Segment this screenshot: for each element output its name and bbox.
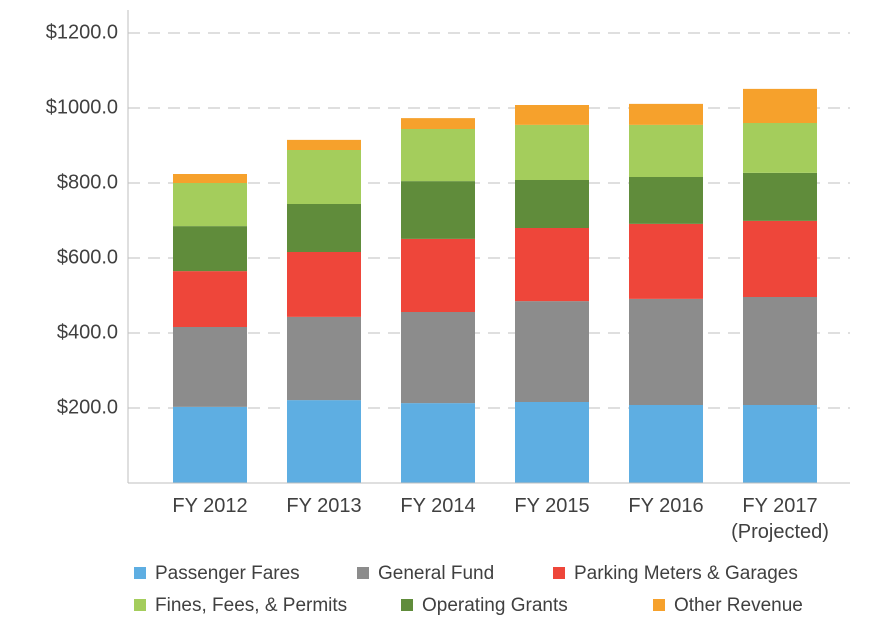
- legend-swatch: [134, 567, 146, 579]
- bar-segment: [629, 223, 703, 299]
- bar-segment: [515, 301, 589, 402]
- y-tick-label: $200.0: [57, 396, 118, 418]
- y-tick-label: $800.0: [57, 171, 118, 193]
- bar-segment: [173, 271, 247, 327]
- bar-segment: [743, 297, 817, 405]
- bar-segment: [287, 400, 361, 483]
- x-tick-label: FY 2016: [628, 495, 704, 517]
- bar-segment: [629, 405, 703, 483]
- bar-segment: [401, 129, 475, 182]
- legend-label: Fines, Fees, & Permits: [155, 595, 347, 616]
- legend-swatch: [653, 599, 665, 611]
- bar-segment: [629, 298, 703, 405]
- bar-segment: [515, 105, 589, 125]
- bar-segment: [287, 139, 361, 150]
- bar-segment: [629, 124, 703, 177]
- bar-segment: [743, 405, 817, 483]
- x-tick-label: FY 2014: [400, 495, 476, 517]
- bar-segment: [743, 123, 817, 173]
- bar-segment: [287, 316, 361, 401]
- bar-segment: [401, 238, 475, 312]
- y-tick-label: $400.0: [57, 321, 118, 343]
- bar-segment: [629, 103, 703, 125]
- bar-segment: [743, 172, 817, 221]
- bar-segment: [515, 124, 589, 180]
- bar-segment: [287, 252, 361, 317]
- bar-segment: [743, 88, 817, 123]
- bar-segment: [401, 181, 475, 239]
- legend-label: Other Revenue: [674, 595, 803, 616]
- legend-label: General Fund: [378, 563, 494, 584]
- legend-label: Operating Grants: [422, 595, 568, 616]
- bar-segment: [173, 183, 247, 227]
- bar-segment: [515, 402, 589, 483]
- x-tick-label: FY 2015: [514, 495, 590, 517]
- legend-swatch: [134, 599, 146, 611]
- x-tick-label: FY 2013: [286, 495, 362, 517]
- bar-segment: [401, 312, 475, 404]
- y-tick-label: $600.0: [57, 246, 118, 268]
- bar-segment: [173, 406, 247, 483]
- bar-segment: [401, 403, 475, 483]
- x-tick-label: FY 2012: [172, 495, 248, 517]
- legend-swatch: [553, 567, 565, 579]
- bar-segment: [515, 180, 589, 228]
- legend-swatch: [357, 567, 369, 579]
- legend-label: Parking Meters & Garages: [574, 563, 798, 584]
- bar-segment: [287, 150, 361, 204]
- bar-segment: [173, 327, 247, 407]
- bar-segment: [401, 118, 475, 129]
- bar-segment: [629, 177, 703, 224]
- bar-segment: [173, 174, 247, 183]
- legend-label: Passenger Fares: [155, 563, 300, 584]
- legend-swatch: [401, 599, 413, 611]
- bar-segment: [173, 226, 247, 272]
- y-tick-label: $1200.0: [46, 21, 118, 43]
- y-tick-label: $1000.0: [46, 96, 118, 118]
- bar-segment: [743, 220, 817, 297]
- bar-segment: [515, 228, 589, 302]
- bar-segment: [287, 204, 361, 252]
- x-tick-label: FY 2017 (Projected): [731, 495, 829, 543]
